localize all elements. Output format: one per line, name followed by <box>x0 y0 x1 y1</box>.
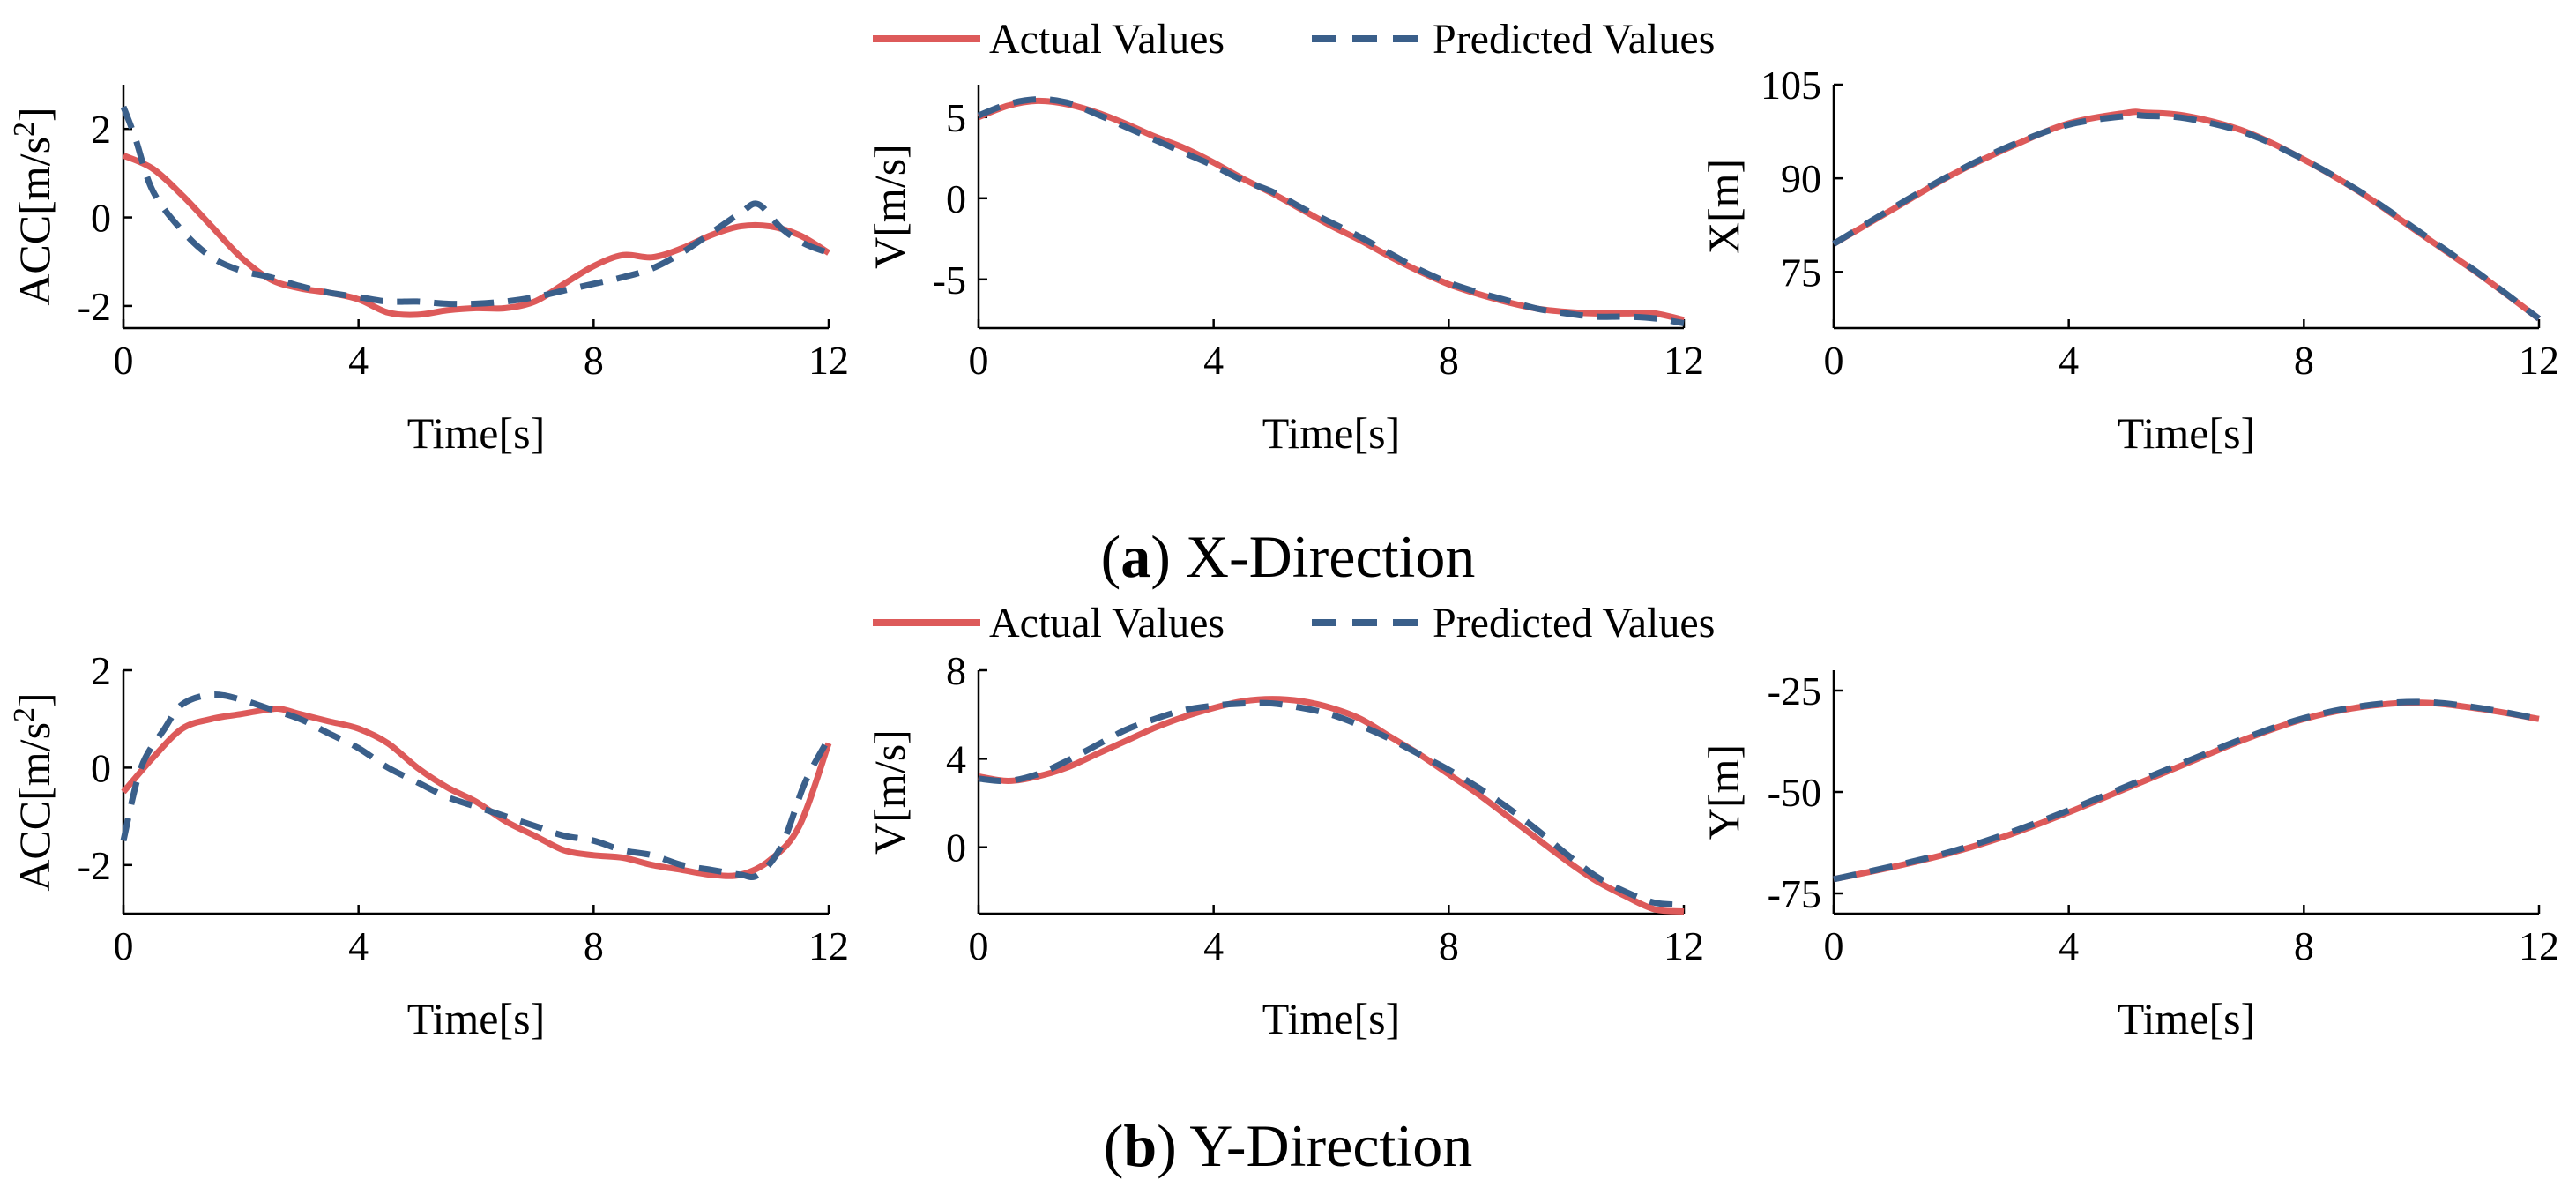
x-tick-label: 0 <box>114 338 134 383</box>
series-predicted-line <box>1832 112 2542 322</box>
x-tick-label: 4 <box>348 923 369 968</box>
y-axis-label-close: ] <box>10 107 59 122</box>
y-axis-label: ACC[m/s2] <box>8 692 59 891</box>
y-axis-label-superscript: 2 <box>8 122 41 137</box>
legend-bottom: Actual Values Predicted Values <box>873 600 1715 646</box>
y-tick-label: -2 <box>78 843 111 888</box>
series-actual-line <box>978 696 1685 915</box>
y-tick-label: 4 <box>946 736 966 781</box>
x-axis-label: Time[s] <box>2118 994 2256 1043</box>
x-tick-label: 4 <box>2059 923 2079 968</box>
chart-velocity-y: 0 4 8 12 0 4 8 Time[s] V[m/s] <box>865 648 1704 1043</box>
x-tick-label: 0 <box>114 923 134 968</box>
x-tick-label: 8 <box>584 923 604 968</box>
x-tick-label: 4 <box>348 338 369 383</box>
y-tick-label: 0 <box>946 825 966 870</box>
x-tick-label: 12 <box>808 338 849 383</box>
chart-position-y: 0 4 8 12 -75 -50 -25 Time[s] Y[m] <box>1699 668 2559 1043</box>
y-tick-label: -5 <box>933 258 966 302</box>
series-actual-line <box>1832 108 2542 322</box>
y-tick-label: 2 <box>91 648 111 693</box>
series-predicted-line <box>120 691 832 881</box>
series-predicted-line <box>977 96 1685 326</box>
y-tick-label: 0 <box>91 196 111 241</box>
legend-actual-label: Actual Values <box>989 16 1225 63</box>
x-tick-label: 12 <box>808 923 849 968</box>
x-tick-label: 0 <box>1824 338 1844 383</box>
legend-top: Actual Values Predicted Values <box>873 16 1715 63</box>
x-tick-label: 4 <box>2059 338 2079 383</box>
x-tick-label: 12 <box>1664 923 1704 968</box>
caption-b: (b) Y-Direction <box>1104 1112 1473 1179</box>
caption-a-letter: a <box>1120 523 1150 590</box>
y-axis-label: V[m/s] <box>865 729 914 855</box>
y-axis-label: V[m/s] <box>865 144 914 269</box>
series-actual-line <box>121 705 832 879</box>
y-tick-label: 75 <box>1781 250 1821 295</box>
y-tick-label: 8 <box>946 648 966 693</box>
y-tick-label: -75 <box>1768 871 1821 916</box>
series-predicted-line <box>120 105 830 308</box>
caption-b-text: Y-Direction <box>1189 1112 1472 1179</box>
series-predicted-line <box>1833 698 2540 883</box>
caption-a: (a) X-Direction <box>1101 523 1476 590</box>
x-tick-label: 12 <box>2519 923 2559 968</box>
y-tick-label: 0 <box>91 745 111 790</box>
y-tick-label: 2 <box>91 107 111 152</box>
x-axis-label: Time[s] <box>407 408 546 458</box>
y-tick-label: 90 <box>1781 156 1821 201</box>
y-axis-label-superscript: 2 <box>8 707 41 722</box>
x-tick-label: 8 <box>1439 923 1459 968</box>
y-axis-label: ACC[m/s2] <box>8 107 59 305</box>
y-tick-label: 5 <box>946 95 966 140</box>
x-tick-label: 8 <box>584 338 604 383</box>
y-tick-label: 105 <box>1761 63 1821 108</box>
legend-predicted-label: Predicted Values <box>1433 16 1715 63</box>
y-axis-label-base: ACC[m/s <box>10 722 59 892</box>
y-tick-label: -25 <box>1768 668 1821 713</box>
x-axis-label: Time[s] <box>407 994 546 1043</box>
x-tick-label: 4 <box>1203 338 1224 383</box>
x-tick-label: 0 <box>1824 923 1844 968</box>
series-actual-line <box>977 97 1685 324</box>
x-axis-label: Time[s] <box>1262 408 1401 458</box>
x-axis-label: Time[s] <box>2118 408 2256 458</box>
x-tick-label: 8 <box>1439 338 1459 383</box>
series-actual-line <box>122 153 830 318</box>
x-axis-label: Time[s] <box>1262 994 1401 1043</box>
series-actual-line <box>1833 699 2540 883</box>
x-tick-label: 0 <box>969 338 989 383</box>
y-tick-label: 0 <box>946 176 966 221</box>
y-tick-label: -50 <box>1768 770 1821 815</box>
x-tick-label: 0 <box>969 923 989 968</box>
x-tick-label: 8 <box>2294 338 2314 383</box>
y-tick-label: -2 <box>78 284 111 329</box>
y-axis-label: X[m] <box>1699 159 1748 254</box>
y-axis-label-close: ] <box>10 692 59 707</box>
caption-b-letter: b <box>1123 1112 1157 1179</box>
legend-predicted-label: Predicted Values <box>1433 600 1715 646</box>
y-axis-label: Y[m] <box>1699 744 1748 840</box>
x-tick-label: 4 <box>1203 923 1224 968</box>
legend-actual-label: Actual Values <box>989 600 1225 646</box>
chart-position-x: 0 4 8 12 75 90 105 Time[s] X[m] <box>1699 63 2559 458</box>
y-axis-label-base: ACC[m/s <box>10 137 59 306</box>
x-tick-label: 8 <box>2294 923 2314 968</box>
series-predicted-line <box>978 699 1685 908</box>
x-tick-label: 12 <box>2519 338 2559 383</box>
x-tick-label: 12 <box>1664 338 1704 383</box>
caption-a-text: X-Direction <box>1186 523 1476 590</box>
